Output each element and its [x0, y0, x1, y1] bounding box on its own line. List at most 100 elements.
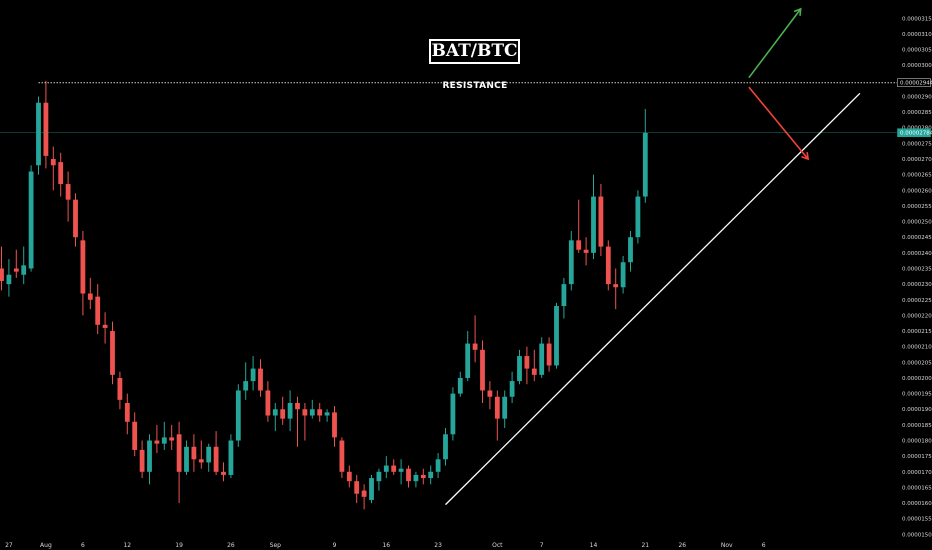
- x-tick-label: 23: [434, 542, 442, 549]
- candle: [339, 437, 345, 479]
- candle: [332, 406, 337, 447]
- y-tick-label: 0.00002250: [902, 298, 932, 304]
- candle-body: [124, 402, 130, 422]
- candle-body: [73, 199, 78, 238]
- y-tick-label: 0.00001850: [902, 423, 932, 429]
- candle-body: [546, 343, 552, 366]
- x-tick-label: 14: [590, 542, 598, 549]
- candle: [472, 315, 478, 363]
- candle-body: [339, 440, 345, 472]
- candle-body: [332, 412, 337, 438]
- candle-body: [480, 349, 485, 391]
- x-axis: 2227Aug6121926Sep91623Oct7142126Nov6: [5, 542, 766, 549]
- candle-body: [613, 284, 619, 288]
- candle-body: [21, 265, 27, 275]
- y-tick-label: 0.00003050: [902, 48, 932, 54]
- y-tick-label: 0.00003150: [902, 16, 932, 22]
- candle: [58, 152, 64, 197]
- x-tick-label: 12: [123, 542, 131, 549]
- x-tick-label: 21: [641, 542, 649, 549]
- candle-body: [354, 481, 360, 494]
- candle-body: [198, 459, 204, 463]
- candle-body: [191, 446, 197, 460]
- candle-body: [361, 490, 367, 497]
- candle-body: [346, 471, 352, 482]
- candle: [280, 396, 286, 425]
- candle-body: [147, 440, 152, 472]
- candle-body: [391, 465, 397, 472]
- y-axis-background: [897, 0, 932, 550]
- y-tick-label: 0.00002750: [902, 141, 932, 147]
- y-tick-label: 0.00002500: [902, 220, 932, 226]
- candle-body: [509, 381, 515, 397]
- x-tick-label: 27: [5, 542, 13, 549]
- candle: [73, 193, 78, 247]
- chart-title: BAT/BTC: [429, 39, 520, 64]
- candle: [517, 349, 522, 385]
- candle-body: [472, 343, 478, 350]
- candle-body: [524, 356, 530, 369]
- candles-layer: [0, 80, 648, 510]
- candle: [309, 399, 315, 419]
- candle-body: [265, 390, 271, 416]
- candle: [524, 346, 530, 385]
- candle: [184, 440, 189, 475]
- y-tick-label: 0.00002450: [902, 235, 932, 241]
- x-tick-label: 19: [175, 542, 183, 549]
- candle: [539, 337, 545, 378]
- candle: [169, 424, 175, 450]
- candle-body: [161, 437, 167, 444]
- candle-body: [302, 409, 308, 416]
- candle-body: [539, 343, 545, 375]
- candle: [613, 268, 619, 310]
- candle-body: [428, 471, 434, 479]
- candle: [583, 237, 589, 266]
- y-tick-label: 0.00002600: [902, 188, 932, 194]
- candle: [250, 356, 256, 391]
- candle: [383, 456, 389, 479]
- y-tick-label: 0.00003000: [902, 63, 932, 69]
- x-tick-label: 6: [81, 542, 85, 549]
- y-tick-label: 0.00002550: [902, 204, 932, 210]
- candle: [391, 459, 397, 475]
- annotation-lines-layer: [0, 7, 897, 506]
- candle-body: [494, 396, 500, 419]
- candle: [509, 371, 515, 403]
- y-tick-label: 0.00001650: [902, 485, 932, 491]
- candle: [591, 174, 596, 260]
- candle: [50, 146, 56, 191]
- candle-body: [554, 306, 559, 366]
- y-axis: 0.00003150 0.00003100 0.00003050 0.00003000…: [897, 0, 932, 550]
- up-arrow: [748, 7, 802, 79]
- candle: [576, 199, 582, 253]
- y-tick-label: 0.00001700: [902, 470, 932, 476]
- candle: [494, 390, 500, 441]
- x-tick-label: Oct: [492, 542, 503, 549]
- candle-body: [272, 409, 278, 416]
- y-tick-label: 0.00002650: [902, 173, 932, 179]
- candle-body: [221, 471, 226, 475]
- candle-body: [324, 412, 330, 416]
- candle-body: [605, 246, 611, 285]
- candle: [132, 412, 138, 457]
- candle-body: [213, 446, 219, 472]
- candle-body: [620, 262, 626, 288]
- y-tick-label: 0.00001950: [902, 392, 932, 398]
- candle-body: [420, 474, 426, 479]
- candle: [161, 421, 167, 450]
- candle-body: [184, 446, 189, 472]
- candle-body: [36, 102, 41, 166]
- candle: [235, 384, 241, 447]
- candle-body: [487, 390, 493, 397]
- candle: [568, 230, 574, 291]
- candle: [243, 362, 249, 400]
- candle: [420, 468, 426, 485]
- candle: [110, 321, 115, 385]
- candle-body: [110, 331, 115, 375]
- trend-line: [445, 92, 861, 506]
- candle-body: [576, 240, 582, 250]
- candle: [124, 393, 130, 435]
- candle-body: [295, 402, 300, 410]
- candle-body: [591, 196, 596, 253]
